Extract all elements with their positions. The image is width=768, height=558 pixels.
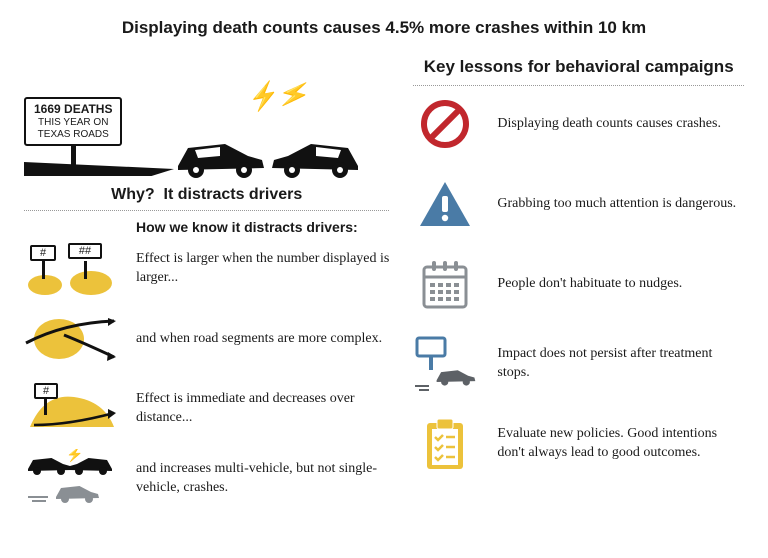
why-item: # Effect is immediate and decreases over…	[24, 383, 389, 435]
road-sign: 1669 DEATHS THIS YEAR ON TEXAS ROADS	[24, 97, 122, 176]
left-column: 1669 DEATHS THIS YEAR ON TEXAS ROADS ⚡ ⚡	[24, 56, 389, 505]
why-text: Effect is larger when the number display…	[136, 250, 389, 288]
page-title: Displaying death counts causes 4.5% more…	[24, 18, 744, 38]
lesson-item: Displaying death counts causes crashes.	[413, 96, 744, 152]
how-heading: How we know it distracts drivers:	[136, 219, 389, 235]
sign-line1: 1669 DEATHS	[34, 103, 112, 117]
lesson-text: Evaluate new policies. Good intentions d…	[497, 425, 744, 463]
no-symbol-icon	[413, 96, 477, 152]
why-item: # ## Effect is larger when the number di…	[24, 243, 389, 295]
svg-text:⚡: ⚡	[66, 449, 83, 463]
lesson-item: Evaluate new policies. Good intentions d…	[413, 416, 744, 472]
clipboard-check-icon	[413, 416, 477, 472]
lesson-text: Impact does not persist after treatment …	[497, 345, 744, 383]
hero-graphic: 1669 DEATHS THIS YEAR ON TEXAS ROADS ⚡ ⚡	[24, 56, 389, 176]
lesson-item: Impact does not persist after treatment …	[413, 336, 744, 392]
billboard-car-icon	[413, 336, 477, 392]
lessons-heading: Key lessons for behavioral campaigns	[413, 56, 744, 86]
why-heading: Why? It distracts drivers	[24, 186, 389, 211]
lesson-item: Grabbing too much attention is dangerous…	[413, 176, 744, 232]
distance-icon: #	[24, 383, 118, 435]
signs-larger-icon: # ##	[24, 243, 118, 295]
right-column: Key lessons for behavioral campaigns Dis…	[413, 56, 744, 505]
multi-vehicle-icon: ⚡	[24, 453, 118, 505]
car-crash-icon: ⚡ ⚡	[170, 80, 370, 180]
why-item: and when road segments are more complex.	[24, 313, 389, 365]
calendar-icon	[413, 256, 477, 312]
why-text: and when road segments are more complex.	[136, 330, 382, 349]
lesson-text: Grabbing too much attention is dangerous…	[497, 195, 736, 214]
why-text: Effect is immediate and decreases over d…	[136, 390, 389, 428]
lesson-text: People don't habituate to nudges.	[497, 275, 682, 294]
sign-line2: THIS YEAR ON	[34, 117, 112, 129]
lesson-item: People don't habituate to nudges.	[413, 256, 744, 312]
why-item: ⚡ and increases multi-vehicle, but not s…	[24, 453, 389, 505]
why-text: and increases multi-vehicle, but not sin…	[136, 460, 389, 498]
sign-line3: TEXAS ROADS	[34, 129, 112, 141]
lesson-text: Displaying death counts causes crashes.	[497, 115, 721, 134]
columns: 1669 DEATHS THIS YEAR ON TEXAS ROADS ⚡ ⚡	[24, 56, 744, 505]
warning-triangle-icon	[413, 176, 477, 232]
road-complex-icon	[24, 313, 118, 365]
